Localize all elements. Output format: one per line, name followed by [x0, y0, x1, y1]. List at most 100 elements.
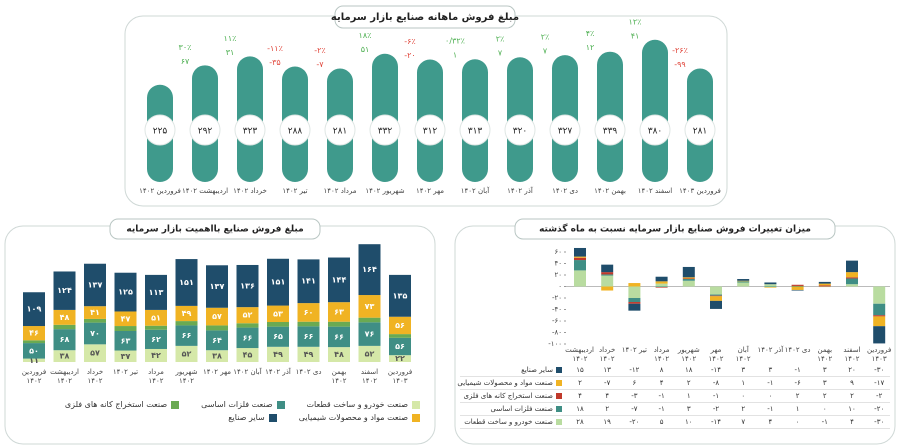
value-label: ۷۳ [365, 302, 375, 311]
x-tick-label: مرداد ۱۴۰۲ [323, 187, 357, 195]
value-label: ۵۰ [29, 346, 39, 355]
bar-segment [267, 258, 289, 306]
bar-segment [145, 325, 167, 330]
bar [642, 39, 668, 182]
table-value: ۳ [741, 366, 745, 374]
y-tick-label: ۰ [558, 283, 562, 291]
change-value: -۳۵ [269, 58, 280, 67]
bar-segment [655, 281, 668, 284]
table-value: -۱۴ [711, 418, 721, 426]
bar-segment [175, 325, 198, 346]
bar-segment [84, 306, 106, 319]
table-value: ۴ [769, 418, 773, 426]
bar-segment [574, 257, 586, 261]
bar-segment [818, 285, 831, 287]
y-tick-label: -۶۰ [552, 317, 562, 325]
bar-segment [682, 279, 695, 281]
bar-segment [628, 298, 641, 303]
value-label: ۴۸ [60, 313, 70, 322]
x-tick-label: آذر ۱۴۰۲ [507, 187, 533, 195]
bar-segment [574, 247, 586, 257]
value-label: ۴۶ [29, 329, 39, 338]
bar-segment [682, 266, 695, 278]
legend-swatch [276, 400, 285, 409]
change-value: ۳۱ [226, 48, 235, 57]
bar-segment [267, 305, 289, 323]
x-tick-label: دی ۱۴۰۲ [552, 187, 578, 195]
x-tick-label: خرداد ۱۴۰۲ [233, 187, 267, 195]
legend-label: صنعت مواد و محصولات شیمیایی [298, 413, 408, 422]
legend-swatch [556, 367, 562, 373]
x-tick-label: فروردین ۱۴۰۳ [679, 187, 721, 195]
bar-segment [53, 309, 76, 325]
bar-segment [873, 303, 886, 316]
change-value: -۲۰ [404, 51, 415, 60]
value-label: ۳۱۳ [468, 127, 483, 137]
bar-segment [297, 303, 320, 322]
change-percent: -۶٪ [404, 37, 415, 46]
bar-segment [358, 345, 381, 362]
value-label: ۴۹ [304, 350, 314, 359]
value-label: ۳۲۳ [243, 127, 258, 137]
table-value: ۹ [850, 379, 854, 387]
value-label: ۳۸۰ [648, 127, 663, 137]
value-badge [189, 114, 221, 146]
bar-segment [818, 283, 831, 286]
bar-segment [791, 286, 804, 290]
bar-segment [846, 260, 858, 273]
table-value: ۲ [823, 392, 827, 400]
bar-segment [873, 286, 886, 304]
value-label: ۴۲ [151, 351, 161, 360]
bar-segment [175, 345, 198, 362]
value-label: ۶۸ [60, 335, 70, 344]
bar-segment [23, 340, 45, 344]
bar-segment [846, 277, 858, 279]
value-label: ۳۲۰ [513, 127, 528, 137]
value-label: ۴۵ [243, 351, 253, 360]
change-value: ۴۱ [631, 31, 640, 40]
bar-segment [53, 324, 76, 330]
x-tick-label: اسفند ۱۴۰۲ [843, 346, 861, 363]
table-value: ۱۳ [603, 366, 611, 374]
legend-label: صنعت استخراج کانه های فلزی [463, 392, 553, 400]
value-badge [369, 114, 401, 146]
table-value: ۱۰ [848, 405, 856, 413]
value-label: ۱۳۶ [240, 282, 255, 291]
bar-segment [328, 321, 350, 327]
table-value: -۸ [713, 379, 720, 387]
bar-segment [114, 311, 137, 327]
table-value: -۳۰ [874, 366, 884, 374]
bar-segment [297, 346, 320, 362]
bar-segment [737, 279, 750, 281]
table-value: ۲ [850, 392, 854, 400]
table-value: ۰ [796, 418, 800, 426]
value-label: ۱۲۴ [57, 286, 72, 295]
x-tick-label: دی ۱۴۰۲ [295, 368, 322, 376]
legend: صنعت خودرو و ساخت قطعات صنعت فلزات اساسی ص… [40, 400, 420, 422]
bar-segment [114, 326, 137, 331]
value-label: ۱۲۵ [118, 288, 133, 297]
value-label: ۳۷ [121, 352, 131, 361]
legend-swatch [268, 413, 277, 422]
legend-label: صنعت خودرو و ساخت قطعات [464, 418, 553, 426]
value-label: ۵۲ [182, 349, 192, 358]
bar-segment [53, 271, 76, 310]
change-percent: ۲٪ [496, 35, 505, 44]
chart-title: میزان تغییرات فروش صنایع بازار سرمایه نس… [539, 223, 811, 235]
bar-segment [764, 287, 777, 288]
bar-segment [764, 286, 777, 288]
bar-segment [389, 274, 411, 317]
table-value: -۲ [876, 392, 883, 400]
legend-item: صنعت استخراج کانه های فلزی [65, 400, 180, 409]
bar-segment [23, 358, 45, 362]
bar-segment [358, 244, 381, 296]
value-badge [234, 114, 266, 146]
legend-swatch [556, 406, 562, 412]
table-value: ۳ [823, 379, 827, 387]
legend-label: سایر صنایع [521, 366, 553, 374]
bar-segment [236, 327, 259, 349]
bar-segment [682, 280, 695, 287]
chart-title: مبلغ فروش ماهانه صنایع بازار سرمایه [331, 12, 519, 23]
table-value: ۰ [823, 405, 827, 413]
change-percent: ۴٪ [586, 29, 595, 38]
